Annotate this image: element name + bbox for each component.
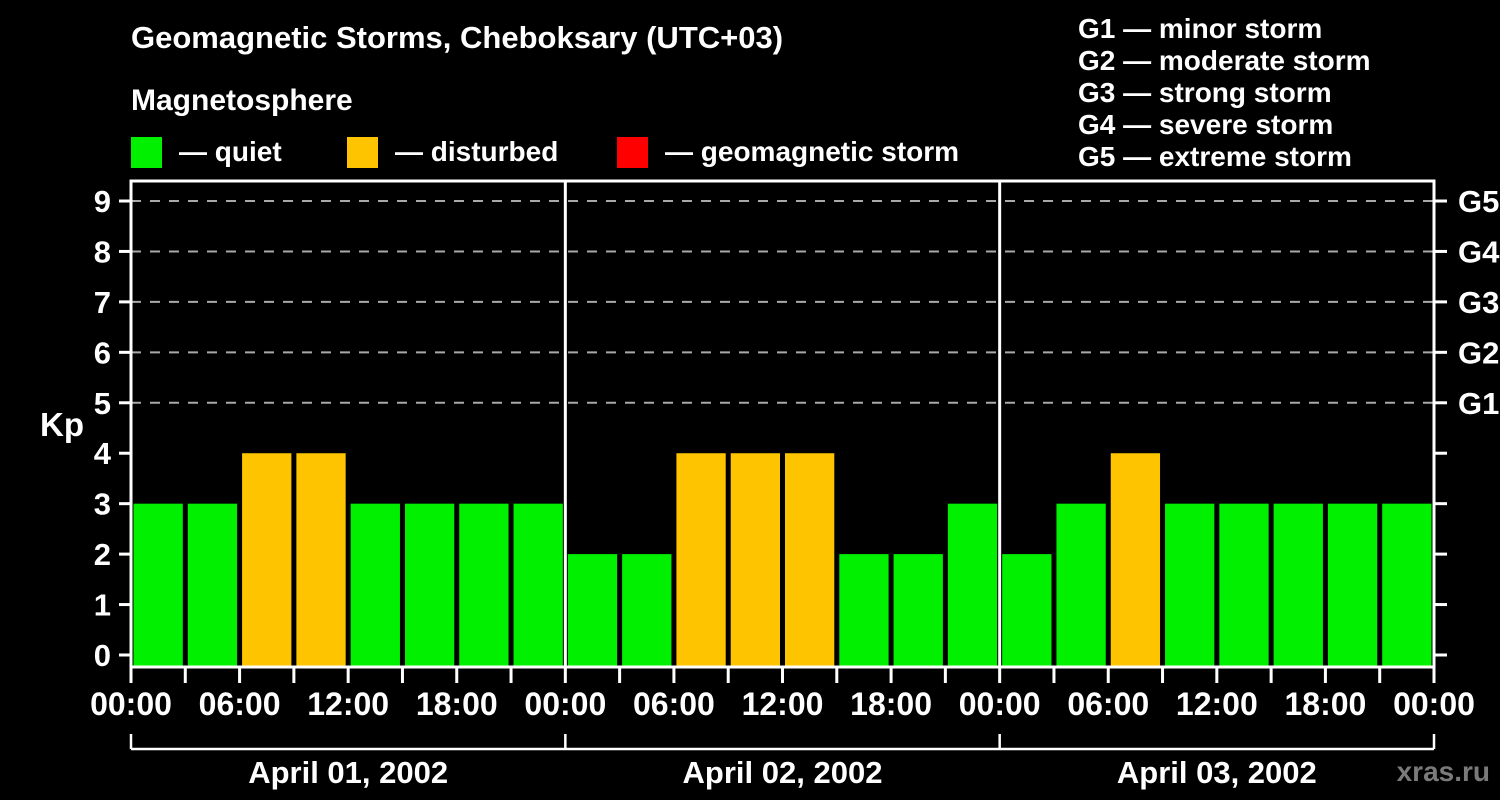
g-level-label: G5 [1458,184,1499,219]
legend-label-quiet: — quiet [179,136,282,167]
y-tick-label: 7 [94,285,111,320]
x-tick-label: 18:00 [416,686,498,722]
y-tick-label: 6 [94,335,111,370]
legend-label-disturbed: — disturbed [395,136,559,167]
x-tick-label: 00:00 [1393,686,1475,722]
x-tick-label: 06:00 [199,686,281,722]
disturbed-color-swatch [347,136,378,168]
kp-bar [947,503,998,666]
date-label: April 02, 2002 [683,755,883,790]
kp-bar [133,503,183,666]
kp-bar [513,503,563,666]
kp-bar [187,503,238,666]
x-tick-label: 18:00 [850,686,932,722]
page-title: Geomagnetic Storms, Cheboksary (UTC+03) [131,20,784,55]
x-tick-label: 00:00 [959,686,1041,722]
kp-bar [1165,503,1215,666]
y-tick-label: 4 [94,436,112,471]
x-tick-label: 06:00 [1067,686,1149,722]
y-tick-label: 1 [94,588,111,623]
g-level-label: G3 [1458,285,1499,320]
kp-bar [785,453,835,666]
g-scale-legend: G1 — minor storm G2 — moderate storm G3 … [1078,13,1371,173]
kp-bar [676,453,726,666]
x-tick-label: 18:00 [1284,686,1366,722]
kp-bar [296,453,346,666]
kp-bar [242,453,292,666]
g-scale-legend-line: G4 — severe storm [1078,109,1334,140]
kp-bar [1327,503,1378,666]
kp-bar [839,554,889,666]
kp-bar [567,554,618,666]
y-axis-title: Kp [40,406,84,443]
x-tick-label: 06:00 [633,686,715,722]
kp-bar [1219,503,1269,666]
g-scale-legend-line: G5 — extreme storm [1078,141,1352,172]
y-tick-label: 2 [94,537,111,572]
g-scale-legend-line: G3 — strong storm [1078,77,1332,108]
date-label: April 01, 2002 [248,755,448,790]
g-scale-legend-line: G1 — minor storm [1078,13,1323,44]
kp-bar [730,453,780,666]
legend-item-storm: — geomagnetic storm [617,136,959,168]
x-tick-label: 12:00 [307,686,389,722]
y-tick-label: 0 [94,638,111,673]
legend-item-quiet: — quiet [131,136,282,168]
quiet-color-swatch [131,136,162,168]
kp-bar [893,554,943,666]
y-tick-label: 5 [94,386,111,421]
kp-bar [1056,503,1106,666]
y-tick-label: 8 [94,234,111,269]
x-tick-label: 12:00 [1176,686,1258,722]
kp-bar [350,503,400,666]
date-label: April 03, 2002 [1117,755,1317,790]
y-tick-label: 9 [94,184,111,219]
x-tick-label: 00:00 [524,686,606,722]
g-level-label: G1 [1458,386,1499,421]
kp-bar [1110,453,1161,666]
chart-subtitle: Magnetosphere [131,84,353,117]
kp-bar [1382,503,1432,666]
y-tick-label: 3 [94,487,111,522]
kp-bar [1002,554,1052,666]
kp-bar [459,503,509,666]
kp-bar [622,554,672,666]
kp-bar [1273,503,1323,666]
x-tick-label: 00:00 [90,686,172,722]
legend-label-storm: — geomagnetic storm [665,136,960,167]
x-tick-label: 12:00 [742,686,824,722]
watermark: xras.ru [1396,756,1490,787]
g-level-label: G4 [1458,234,1500,269]
legend-item-disturbed: — disturbed [347,136,558,168]
kp-bar [404,503,455,666]
g-level-label: G2 [1458,335,1499,370]
g-scale-legend-line: G2 — moderate storm [1078,45,1371,76]
storm-color-swatch [617,136,648,168]
